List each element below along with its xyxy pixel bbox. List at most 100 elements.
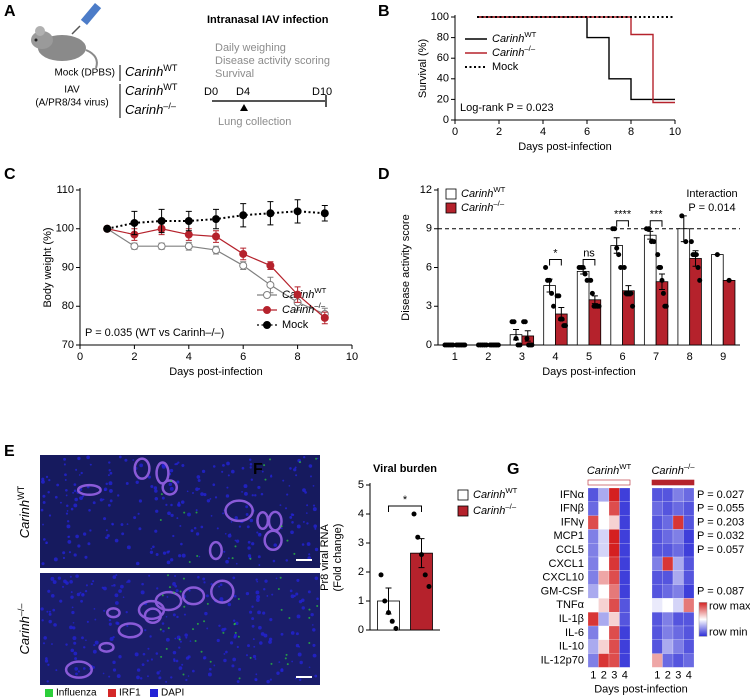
nucleus-speckle (209, 497, 212, 500)
nucleus-speckle (252, 654, 257, 659)
nucleus-speckle (165, 637, 170, 642)
nucleus-speckle (108, 461, 111, 464)
heatmap-cell (683, 570, 695, 585)
data-point (551, 303, 557, 309)
annotation: Interaction (686, 188, 737, 200)
heatmap-cell (598, 556, 610, 571)
nucleus-speckle (161, 622, 165, 625)
nucleus-speckle (192, 492, 194, 494)
nucleus-speckle (312, 507, 317, 512)
nucleus-speckle (112, 668, 117, 672)
data-point (389, 618, 395, 624)
timeline-note: Lung collection (218, 116, 291, 128)
nucleus-speckle (63, 457, 67, 461)
infection-spot (288, 617, 291, 620)
nucleus-speckle (133, 516, 137, 520)
x-tick-label: 2 (496, 126, 502, 138)
heatmap-cell (619, 556, 631, 571)
airway (155, 461, 170, 485)
nucleus-speckle (162, 629, 165, 633)
readout: Survival (215, 68, 254, 80)
nucleus-speckle (67, 535, 71, 538)
nucleus-speckle (64, 473, 67, 477)
data-point (543, 265, 549, 270)
nucleus-speckle (223, 652, 226, 655)
nucleus-speckle (52, 608, 56, 612)
nucleus-speckle (203, 657, 206, 660)
nucleus-speckle (62, 551, 66, 555)
nucleus-speckle (276, 671, 280, 675)
infection-spot (285, 653, 288, 656)
bar (622, 290, 635, 346)
row-label: IL-1β (559, 613, 584, 625)
heatmap-cell (683, 612, 695, 627)
nucleus-speckle (177, 503, 181, 507)
nucleus-speckle (116, 674, 121, 678)
heatmap-cell (651, 584, 663, 599)
x-tick-label: 2 (485, 351, 491, 363)
infection-spot (269, 458, 272, 461)
nucleus-speckle (219, 583, 223, 587)
point (157, 242, 166, 251)
nucleus-speckle (82, 532, 87, 536)
nucleus-speckle (216, 638, 220, 643)
nucleus-speckle (75, 672, 78, 676)
heatmap-cell (672, 612, 684, 627)
strain-label: CarinhWT (125, 63, 178, 79)
legend-label: Mock (282, 319, 309, 331)
nucleus-speckle (284, 507, 288, 510)
y-tick-label: 110 (56, 184, 74, 196)
nucleus-speckle (42, 494, 46, 498)
point (239, 261, 248, 270)
heatmap-cell (619, 612, 631, 627)
nucleus-speckle (235, 562, 238, 565)
infection-spot (179, 590, 182, 593)
legend-label: Carinh–/– (282, 301, 326, 316)
y-tick-label: 6 (426, 261, 432, 273)
nucleus-speckle (223, 550, 226, 553)
readout: Disease activity scoring (215, 55, 330, 67)
y-tick-label: 40 (437, 73, 449, 85)
strain-label: CarinhWT (125, 82, 178, 98)
nucleus-speckle (75, 574, 79, 578)
nucleus-speckle (135, 561, 140, 566)
nucleus-speckle (103, 517, 107, 521)
nucleus-speckle (292, 513, 295, 517)
nucleus-speckle (185, 678, 188, 682)
y-tick-label: 0 (358, 624, 364, 636)
row-label: CXCL1 (549, 558, 584, 570)
nucleus-speckle (85, 639, 87, 642)
nucleus-speckle (74, 657, 78, 661)
nucleus-speckle (314, 576, 319, 581)
data-point (614, 245, 620, 251)
nucleus-speckle (290, 530, 294, 535)
x-tick-label: 0 (77, 351, 83, 363)
nucleus-speckle (313, 524, 318, 529)
nucleus-speckle (42, 523, 44, 526)
x-tick-label: 4 (552, 351, 558, 363)
y-tick-label: 100 (431, 11, 449, 23)
nucleus-speckle (120, 523, 124, 526)
heatmap-cell (619, 487, 631, 502)
heatmap-cell (608, 584, 620, 599)
nucleus-speckle (222, 463, 225, 467)
significance-label: * (403, 494, 408, 506)
nucleus-speckle (155, 652, 159, 655)
nucleus-speckle (177, 501, 181, 504)
nucleus-speckle (112, 575, 117, 579)
nucleus-speckle (245, 505, 249, 509)
nucleus-speckle (257, 532, 262, 537)
heatmap-cell (662, 598, 674, 613)
y-tick-label: 12 (420, 184, 432, 196)
nucleus-speckle (232, 619, 236, 622)
strain-label: Carinh–/– (125, 101, 177, 117)
point (130, 218, 139, 227)
airway (267, 510, 283, 532)
nucleus-speckle (209, 667, 212, 671)
nucleus-speckle (197, 575, 200, 579)
panel-title: Intranasal IAV infection (207, 14, 329, 26)
nucleus-speckle (81, 636, 84, 640)
heatmap-cell (608, 598, 620, 613)
airway (208, 540, 223, 561)
column-label: 3 (675, 669, 681, 681)
